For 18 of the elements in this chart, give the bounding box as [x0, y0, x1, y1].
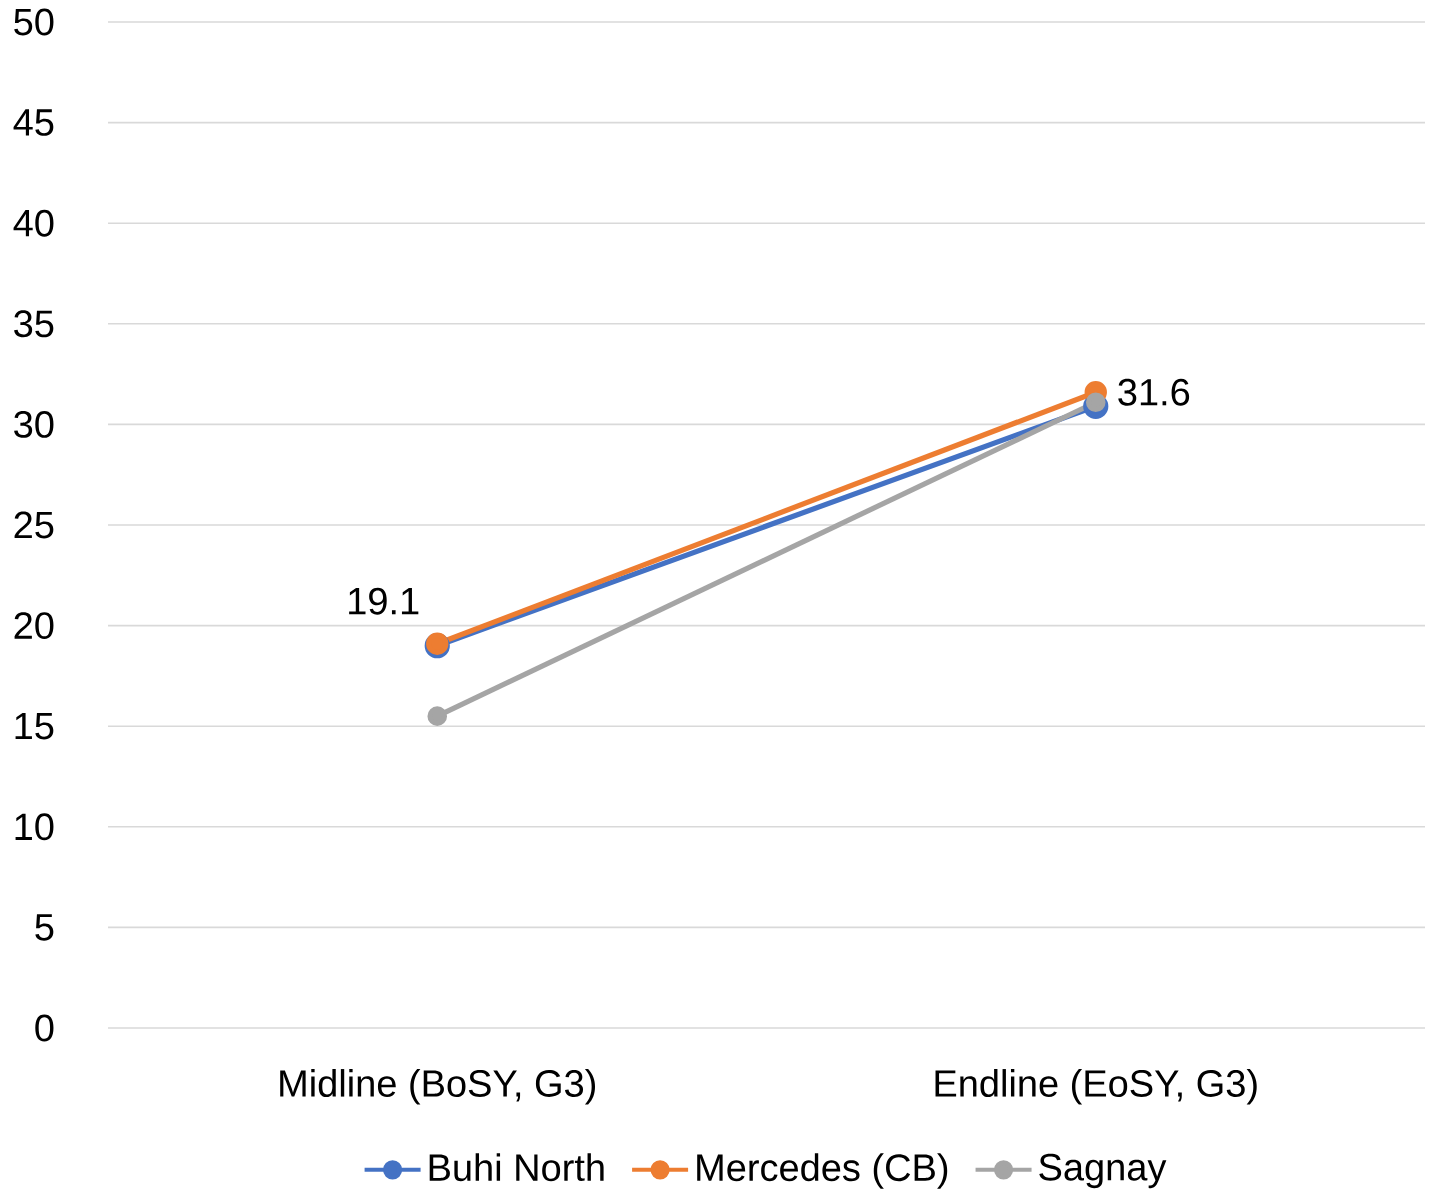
y-tick-label: 20: [14, 612, 54, 640]
x-tick-label: Midline (BoSY, G3): [280, 1069, 596, 1105]
data-label: 19.1: [349, 587, 419, 615]
y-tick-label: 25: [14, 511, 54, 539]
data-label: 31.6: [1118, 378, 1190, 406]
y-tick-label: 10: [15, 813, 54, 841]
y-tick-label: 0: [35, 1014, 54, 1042]
y-tick-label: 30: [14, 410, 54, 438]
legend-label: Mercedes (CB): [697, 1153, 948, 1189]
y-tick-label: 40: [13, 209, 54, 237]
x-tick-label: Endline (EoSY, G3): [935, 1069, 1257, 1105]
y-tick-label: 35: [14, 310, 54, 338]
y-tick-label: 15: [15, 712, 54, 740]
y-tick-label: 50: [14, 8, 54, 36]
legend-label: Buhi North: [429, 1153, 604, 1182]
legend-label: Sagnay: [1039, 1153, 1167, 1189]
y-tick-label: 45: [13, 109, 54, 136]
y-tick-label: 5: [35, 914, 54, 941]
